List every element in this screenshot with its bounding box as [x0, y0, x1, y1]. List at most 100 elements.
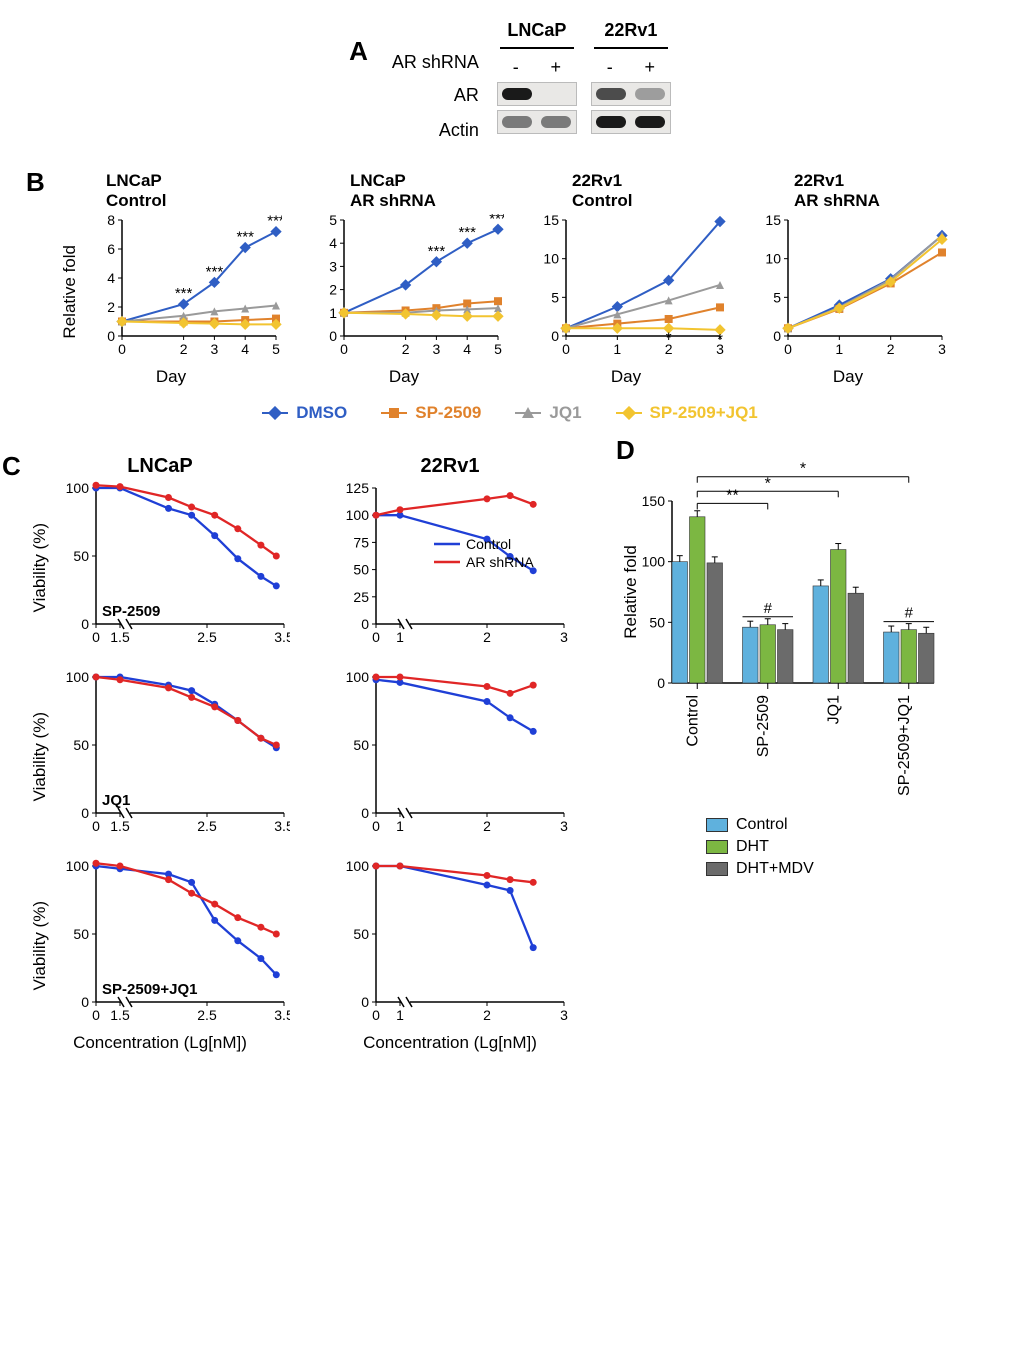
svg-text:JQ1: JQ1 — [102, 792, 130, 809]
svg-text:75: 75 — [353, 534, 369, 550]
svg-text:SP-2509+JQ1: SP-2509+JQ1 — [102, 981, 198, 998]
svg-text:5: 5 — [272, 341, 280, 357]
svg-text:3: 3 — [560, 629, 568, 645]
panel-b-legend: DMSOSP-2509JQ1SP-2509+JQ1 — [30, 403, 990, 423]
panel-a-row-labels: AR shRNA AR Actin — [392, 20, 479, 141]
panel-c-cell: 0501000123Concentration (Lg[nM]) — [320, 858, 580, 1053]
svg-text:5: 5 — [329, 214, 337, 228]
panel-b-chart-0: 0246802345************ — [82, 214, 282, 364]
svg-text:***: *** — [236, 229, 254, 246]
svg-text:10: 10 — [543, 251, 559, 267]
svg-text:0: 0 — [81, 616, 89, 632]
svg-text:0: 0 — [329, 328, 337, 344]
panel-a: A AR shRNA AR Actin LNCaP -+ 22Rv1 -+ — [30, 20, 990, 141]
svg-text:1: 1 — [396, 1007, 404, 1023]
panel-c-cell: 22Rv102550751001250123ControlAR shRNA — [320, 455, 580, 655]
panel-d-label: D — [616, 435, 635, 466]
svg-text:***: *** — [711, 214, 726, 220]
svg-text:0: 0 — [784, 341, 792, 357]
svg-text:100: 100 — [346, 858, 370, 874]
svg-text:1: 1 — [396, 629, 404, 645]
svg-text:***: *** — [428, 243, 446, 260]
svg-text:0: 0 — [361, 616, 369, 632]
panel-d-chart: 050100150Relative foldControl#SP-2509JQ1… — [620, 451, 940, 878]
svg-text:JQ1: JQ1 — [825, 695, 842, 724]
dose-chart: 05010001.52.53.5SP-2509+JQ1 — [50, 858, 290, 1028]
svg-text:2: 2 — [107, 299, 115, 315]
lncap-actin-band — [497, 110, 577, 134]
legend-item: JQ1 — [515, 403, 581, 423]
panel-b-xlabel: Day — [156, 367, 186, 387]
panel-b-chart-title: LNCaP AR shRNA — [350, 171, 436, 210]
svg-text:100: 100 — [66, 858, 90, 874]
svg-text:3: 3 — [211, 341, 219, 357]
svg-text:1: 1 — [396, 818, 404, 834]
svg-text:50: 50 — [353, 737, 369, 753]
blot-lncap-title: LNCaP — [507, 20, 566, 41]
panel-c-cell: 0501000123 — [320, 669, 580, 844]
svg-text:8: 8 — [107, 214, 115, 228]
svg-text:0: 0 — [372, 629, 380, 645]
svg-text:50: 50 — [353, 926, 369, 942]
svg-text:0: 0 — [372, 1007, 380, 1023]
svg-text:0: 0 — [107, 328, 115, 344]
svg-text:5: 5 — [551, 289, 559, 305]
svg-text:10: 10 — [765, 251, 781, 267]
panel-c-ylabel: Viability (%) — [30, 901, 50, 990]
panel-c-cell: Viability (%)05010001.52.53.5JQ1 — [30, 669, 290, 844]
svg-text:2.5: 2.5 — [197, 818, 217, 834]
svg-text:0: 0 — [92, 629, 100, 645]
svg-text:50: 50 — [73, 548, 89, 564]
panel-c-col-header: 22Rv1 — [421, 455, 480, 478]
panel-c-ylabel: Viability (%) — [30, 523, 50, 612]
svg-text:0: 0 — [81, 805, 89, 821]
svg-text:#: # — [905, 605, 914, 622]
svg-text:0: 0 — [81, 994, 89, 1010]
dose-chart: 0501000123 — [330, 858, 570, 1028]
dose-chart: 05010001.52.53.5JQ1 — [50, 669, 290, 839]
svg-text:0: 0 — [92, 818, 100, 834]
legend-item: SP-2509 — [381, 403, 481, 423]
svg-text:**: ** — [726, 488, 738, 505]
panel-b: B LNCaP ControlRelative fold0246802345**… — [30, 171, 990, 423]
svg-text:2: 2 — [887, 341, 895, 357]
svg-text:*: * — [765, 475, 771, 492]
svg-text:***: *** — [489, 214, 504, 227]
svg-text:0: 0 — [92, 1007, 100, 1023]
svg-text:15: 15 — [765, 214, 781, 228]
panel-c-label: C — [2, 451, 21, 482]
panel-c-cell: Viability (%)05010001.52.53.5SP-2509+JQ1… — [30, 858, 290, 1053]
svg-text:#: # — [764, 600, 773, 617]
panel-d-svg: 050100150Relative foldControl#SP-2509JQ1… — [620, 451, 940, 801]
svg-text:Control: Control — [684, 695, 701, 747]
22rv1-actin-band — [591, 110, 671, 134]
panel-c-xlabel: Concentration (Lg[nM]) — [73, 1033, 247, 1053]
svg-text:*: * — [800, 461, 806, 478]
svg-text:0: 0 — [361, 805, 369, 821]
svg-text:2.5: 2.5 — [197, 629, 217, 645]
svg-text:4: 4 — [329, 235, 337, 251]
panel-b-chart-title: LNCaP Control — [106, 171, 166, 210]
svg-text:0: 0 — [361, 994, 369, 1010]
svg-text:3: 3 — [560, 818, 568, 834]
svg-text:100: 100 — [346, 669, 370, 685]
svg-text:1.5: 1.5 — [110, 1007, 130, 1023]
svg-text:SP-2509+JQ1: SP-2509+JQ1 — [896, 695, 913, 796]
blot-lncap: LNCaP -+ — [497, 20, 577, 134]
svg-text:100: 100 — [346, 507, 370, 523]
panel-b-xlabel: Day — [389, 367, 419, 387]
svg-text:3.5: 3.5 — [274, 1007, 290, 1023]
panel-b-chart-title: 22Rv1 AR shRNA — [794, 171, 880, 210]
svg-text:2.5: 2.5 — [197, 1007, 217, 1023]
dose-chart: 0501000123 — [330, 669, 570, 839]
svg-text:***: *** — [267, 214, 282, 230]
dose-chart: 05010001.52.53.5SP-2509 — [50, 480, 290, 650]
legend-item: DMSO — [262, 403, 347, 423]
svg-text:***: *** — [206, 263, 224, 280]
svg-text:25: 25 — [353, 589, 369, 605]
blot-22rv1-title: 22Rv1 — [604, 20, 657, 41]
svg-text:50: 50 — [353, 562, 369, 578]
svg-text:15: 15 — [543, 214, 559, 228]
panel-b-chart-3: 0510150123 — [748, 214, 948, 364]
svg-text:125: 125 — [346, 480, 370, 496]
